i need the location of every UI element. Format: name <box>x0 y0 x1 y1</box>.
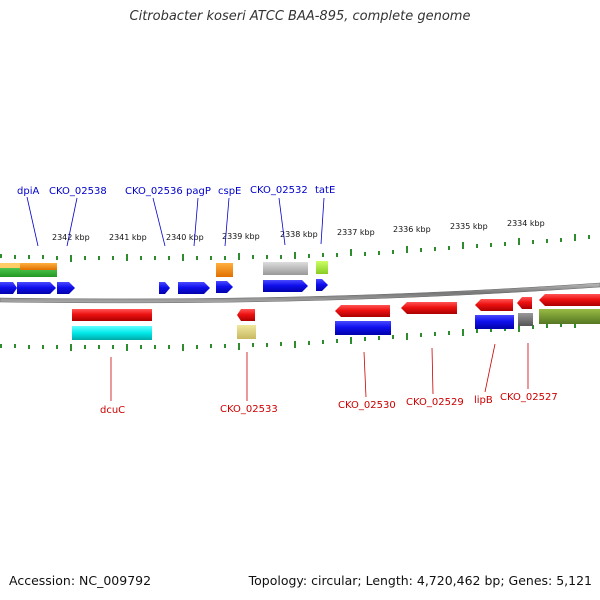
feature-block <box>316 261 328 274</box>
reverse-gene-labels: dcuC CKO_02533 CKO_02530 CKO_02529 lipB … <box>100 392 558 416</box>
forward-genes <box>0 279 328 294</box>
gene-label: dpiA <box>17 186 39 197</box>
reverse-leader-lines <box>110 343 529 401</box>
gene-label: CKO_02538 <box>49 186 107 197</box>
feature-block <box>0 263 20 268</box>
gene-label: cspE <box>218 186 241 197</box>
gene-label: dcuC <box>100 405 125 416</box>
gene-label: CKO_02533 <box>220 404 278 415</box>
gene-label: tatE <box>315 185 335 196</box>
forward-leader-lines <box>26 196 325 247</box>
feature-block <box>216 263 233 277</box>
scale-label: 2338 kbp <box>280 230 318 239</box>
feature-block <box>237 325 256 339</box>
gene-arrow <box>237 309 255 321</box>
gene-arrow <box>178 282 210 294</box>
scale-label: 2339 kbp <box>222 232 260 241</box>
gene-arrow <box>539 294 600 306</box>
scale-label: 2340 kbp <box>166 233 204 242</box>
gene-arrow <box>159 282 170 294</box>
gene-label: CKO_02536 <box>125 186 183 197</box>
gene-label: CKO_02532 <box>250 185 308 196</box>
accession-label: Accession: NC_009792 <box>9 573 152 588</box>
scale-label: 2342 kbp <box>52 233 90 242</box>
gene-arrow <box>57 282 75 294</box>
gene-arrow <box>517 297 532 309</box>
reverse-genes <box>72 294 600 321</box>
genome-backbone <box>0 282 600 304</box>
feature-block <box>20 263 57 270</box>
gene-arrow <box>263 280 308 292</box>
feature-block <box>72 326 152 340</box>
scale-label: 2335 kbp <box>450 222 488 231</box>
gene-label: pagP <box>186 186 211 197</box>
gene-arrow <box>401 302 457 314</box>
gene-arrow <box>216 281 233 293</box>
gene-label: CKO_02529 <box>406 397 464 408</box>
gene-label: lipB <box>474 395 493 406</box>
feature-block <box>518 313 533 326</box>
gene-arrow <box>316 279 328 291</box>
gene-arrow <box>17 282 56 294</box>
scale-label: 2334 kbp <box>507 219 545 228</box>
outer-tick-row <box>0 234 590 262</box>
gene-arrow <box>335 305 390 317</box>
forward-gene-labels: dpiA CKO_02538 CKO_02536 pagP cspE CKO_0… <box>17 185 335 197</box>
feature-block <box>335 321 391 335</box>
scale-label: 2336 kbp <box>393 225 431 234</box>
gene-label: CKO_02527 <box>500 392 558 403</box>
feature-block <box>263 262 308 275</box>
feature-block <box>475 315 514 329</box>
gene-arrow <box>475 299 513 311</box>
feature-track-bottom <box>72 309 600 340</box>
gene-label: CKO_02530 <box>338 400 396 411</box>
feature-block <box>539 309 600 324</box>
gene-arrow <box>0 282 17 294</box>
gene-arrow <box>72 309 152 321</box>
genome-title: Citrobacter koseri ATCC BAA-895, complet… <box>129 9 471 24</box>
scale-label: 2341 kbp <box>109 233 147 242</box>
topology-summary: Topology: circular; Length: 4,720,462 bp… <box>248 573 592 588</box>
feature-track-top <box>0 261 328 277</box>
scale-label: 2337 kbp <box>337 228 375 237</box>
scale-labels: 2342 kbp 2341 kbp 2340 kbp 2339 kbp 2338… <box>52 219 545 242</box>
